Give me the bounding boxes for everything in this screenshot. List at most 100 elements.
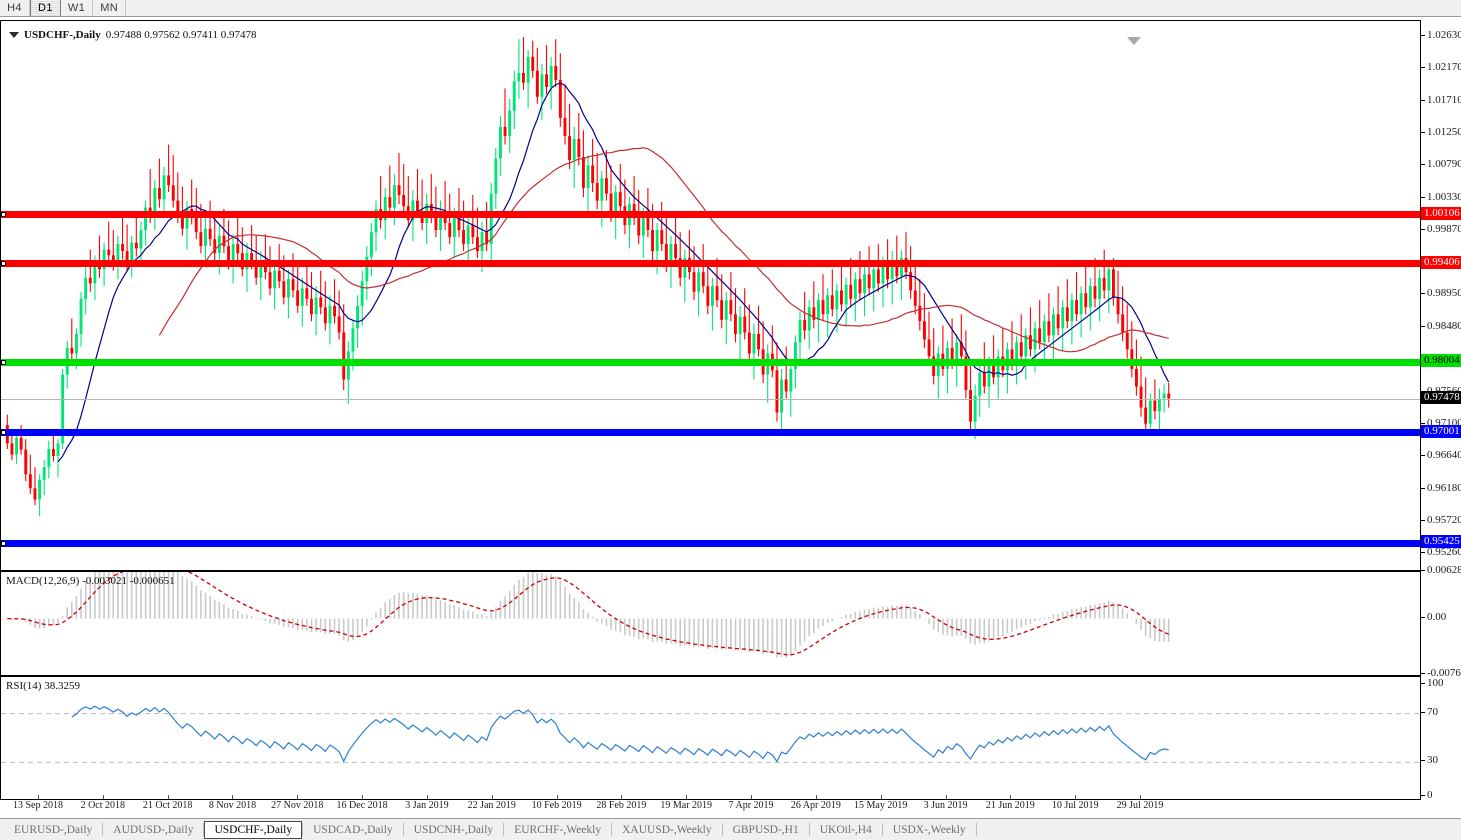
date-axis: 13 Sep 2018 2 Oct 2018 21 Oct 2018 8 Nov 20… [0,795,1420,820]
rsi-axis[interactable]: 100 70 30 0 [1420,676,1461,801]
date-tick-mark [232,795,234,799]
price-level-badge-support-blue-lower[interactable]: 0.95425 [1421,535,1461,549]
price-tick-label: 0.98480 [1427,320,1461,333]
level-line-support-blue-lower[interactable] [1,539,1420,547]
symbol-name: USDCHF-,Daily [24,29,101,41]
price-tick-label: 0.99870 [1427,222,1461,235]
date-tick-mark [815,795,817,799]
rsi-tick-label: 0 [1427,789,1433,801]
date-tick-mark [686,795,688,799]
chart-top-marker-icon [1127,37,1141,45]
price-tick-label: 1.02170 [1427,61,1461,74]
price-tick-label: 0.95260 [1427,546,1461,559]
symbol-tab-usdchfdaily[interactable]: USDCHF-,Daily [204,820,303,839]
date-tick-label: 13 Sep 2018 [13,800,63,811]
tab-separator [808,823,810,836]
rsi-tick-label: 100 [1427,677,1444,689]
symbol-tab-ukoilh4[interactable]: UKOil-,H4 [819,823,872,836]
timeframe-button-w1[interactable]: W1 [61,0,94,16]
rsi-tick-label: 70 [1427,705,1438,718]
date-tick-label: 19 Mar 2019 [660,800,713,811]
price-level-badge-resistance-upper[interactable]: 1.00106 [1421,206,1461,220]
date-tick-mark [556,795,558,799]
level-line-current-price[interactable] [1,398,1420,400]
date-tick-mark [1010,795,1012,799]
symbol-tab-eurchfweekly[interactable]: EURCHF-,Weekly [514,823,602,836]
date-tick-label: 21 Oct 2018 [142,800,193,811]
symbol-tab-gbpusdh1[interactable]: GBPUSD-,H1 [732,823,799,836]
rsi-tick-label: 30 [1427,754,1438,767]
price-tick-label: 1.00330 [1427,190,1461,203]
symbol-tab-bar: EURUSD-,Daily AUDUSD-,Daily USDCHF-,Daily U… [0,818,1461,840]
timeframe-button-d1[interactable]: D1 [30,0,61,16]
macd-axis[interactable]: 0.0062860.00-0.00762 [1420,564,1461,679]
price-level-badge-current-price[interactable]: 0.97478 [1421,391,1461,405]
symbol-tab-usdcaddaily[interactable]: USDCAD-,Daily [313,823,393,836]
date-tick-label: 22 Jan 2019 [467,800,516,811]
tab-separator [881,823,883,836]
price-tick-label: 0.95720 [1427,513,1461,526]
date-tick-label: 15 May 2019 [854,800,908,811]
tab-separator [203,823,205,836]
price-pane[interactable]: USDCHF-,Daily 0.97488 0.97562 0.97411 0.… [0,20,1420,571]
price-level-badge-support-blue-upper[interactable]: 0.97001 [1421,424,1461,438]
date-tick-label: 10 Jul 2019 [1051,800,1099,811]
date-tick-label: 10 Feb 2019 [531,800,582,811]
price-level-badge-resistance-lower[interactable]: 0.99406 [1421,255,1461,269]
date-tick-mark [426,795,428,799]
symbol-tab-xauusdweekly[interactable]: XAUUSD-,Weekly [622,823,712,836]
rsi-pane[interactable]: RSI(14) 38.3259 [0,676,1420,800]
symbol-tab-usdxweekly[interactable]: USDX-,Weekly [892,823,966,836]
tab-separator [503,823,505,836]
tab-separator [102,823,104,836]
macd-pane[interactable]: MACD(12,26,9) -0.003021 -0.000651 [0,571,1420,676]
toolbar-spacer [126,0,1461,16]
level-line-support-blue-upper[interactable] [1,429,1420,437]
tab-separator [302,823,304,836]
symbol-tab-usdcnhdaily[interactable]: USDCNH-,Daily [413,823,494,836]
candlestick-canvas [5,37,1171,517]
tab-separator [402,823,404,836]
price-level-badge-support-green[interactable]: 0.98004 [1421,354,1461,368]
chart-area: USDCHF-,Daily 0.97488 0.97562 0.97411 0.… [0,17,1461,818]
date-tick-label: 27 Nov 2018 [271,800,324,811]
level-line-resistance-lower[interactable] [1,260,1420,268]
macd-tick-label: 0.00 [1427,610,1447,623]
price-axis[interactable]: 1.02630 1.02170 1.01710 1.01250 1.00790 1.003… [1420,20,1461,571]
date-tick-label: 16 Dec 2018 [336,800,388,811]
date-tick-mark [1140,795,1141,799]
price-tick-label: 0.96640 [1427,449,1461,462]
date-tick-mark [945,795,947,799]
date-tick-mark [38,795,39,799]
price-tick-label: 1.01710 [1427,93,1461,106]
date-tick-mark [362,795,364,799]
date-tick-mark [167,795,169,799]
date-tick-label: 28 Feb 2019 [596,800,647,811]
date-tick-label: 29 Jul 2019 [1116,800,1164,811]
collapse-triangle-icon[interactable] [9,32,19,38]
rsi-label: RSI(14) 38.3259 [6,680,80,692]
symbol-tab-audusddaily[interactable]: AUDUSD-,Daily [113,823,194,836]
date-tick-label: 3 Jan 2019 [405,800,449,811]
timeframe-button-h4[interactable]: H4 [0,0,30,16]
level-line-support-green[interactable] [1,358,1420,366]
tab-separator [721,823,723,836]
date-tick-label: 26 Apr 2019 [790,800,841,811]
macd-label: MACD(12,26,9) -0.003021 -0.000651 [6,575,175,587]
date-tick-mark [102,795,104,799]
date-tick-label: 3 Jun 2019 [923,800,968,811]
tab-separator [611,823,613,836]
symbol-tab-eurusddaily[interactable]: EURUSD-,Daily [14,823,93,836]
date-tick-mark [297,795,299,799]
date-tick-mark [751,795,753,799]
date-tick-mark [1075,795,1077,799]
timeframe-button-mn[interactable]: MN [93,0,127,16]
level-line-resistance-upper[interactable] [1,211,1420,219]
date-tick-mark [880,795,882,799]
macd-tick-label: 0.006286 [1427,564,1461,576]
price-tick-label: 1.01250 [1427,125,1461,138]
date-tick-label: 7 Apr 2019 [728,800,774,811]
tab-separator [975,823,977,836]
timeframe-toolbar: H4 D1 W1 MN [0,0,1461,17]
